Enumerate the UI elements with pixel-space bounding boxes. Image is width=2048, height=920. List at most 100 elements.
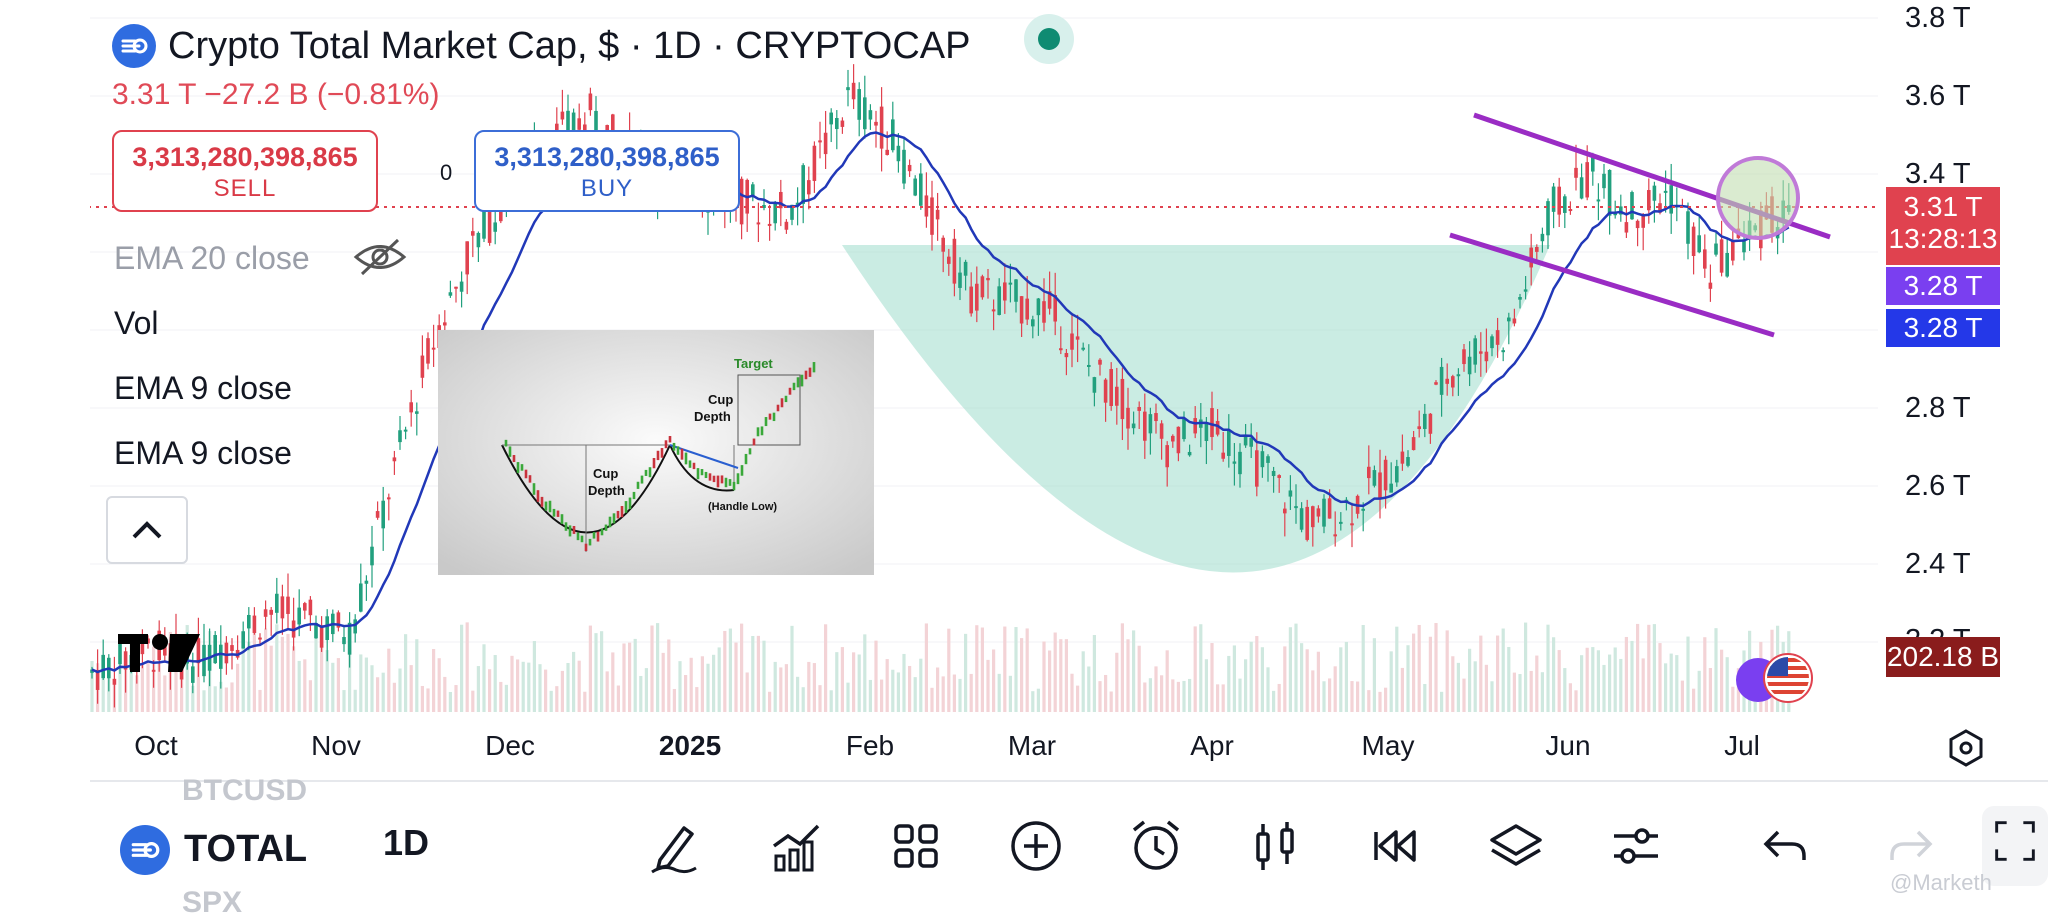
x-tick: Jul	[1724, 730, 1760, 761]
y-tick: 3.4 T	[1905, 158, 1971, 190]
candle-body	[1126, 407, 1130, 429]
candle-body	[1663, 190, 1668, 193]
candle-body	[1288, 490, 1293, 497]
cup-depth-label-a: Cup	[593, 466, 618, 481]
candle-body	[1691, 226, 1696, 256]
indicator-volume[interactable]: Vol	[114, 305, 159, 341]
candle-body	[1059, 348, 1063, 351]
volume-bar	[437, 658, 441, 712]
candle-body	[342, 637, 346, 645]
candle-body	[751, 184, 755, 197]
volume-bar	[734, 642, 738, 712]
candle-body	[1025, 298, 1029, 320]
collapse-legend-button[interactable]	[106, 496, 188, 564]
indicators-button[interactable]	[766, 816, 826, 876]
volume-bar	[135, 675, 139, 712]
volume-bar	[790, 625, 794, 712]
candle-body	[863, 97, 867, 130]
undo-button[interactable]	[1756, 816, 1816, 876]
layouts-button[interactable]	[886, 816, 946, 876]
candle-body	[1204, 422, 1209, 441]
volume-bar	[1031, 691, 1035, 712]
indicator-ema9-a[interactable]: EMA 9 close	[114, 370, 292, 406]
hidden-eye-icon[interactable]	[352, 234, 408, 280]
inset-candle	[724, 477, 728, 488]
candle-body	[1154, 413, 1158, 422]
candle-body	[1249, 437, 1253, 447]
candle-body	[1546, 201, 1550, 236]
volume-bar	[812, 663, 816, 712]
volume-bar	[913, 677, 917, 712]
volume-bar	[840, 647, 844, 712]
candle-body	[224, 642, 229, 664]
inset-candle	[760, 426, 764, 436]
volume-bar	[1596, 650, 1600, 712]
candle-body	[1008, 282, 1013, 285]
chart-type-button[interactable]	[1246, 816, 1306, 876]
inset-candle	[768, 413, 772, 420]
candle-body	[1131, 423, 1136, 429]
volume-bar	[1412, 633, 1416, 712]
chart-canvas[interactable]	[90, 0, 1878, 715]
candle-body	[1395, 466, 1399, 483]
candle-body	[258, 637, 262, 640]
replay-button[interactable]	[1366, 816, 1426, 876]
volume-bar	[588, 625, 592, 712]
add-button[interactable]	[1006, 816, 1066, 876]
symbol-selector[interactable]: TOTAL	[184, 828, 308, 870]
symbol-logo-icon[interactable]	[120, 825, 170, 875]
chart-settings-icon[interactable]	[1946, 728, 1986, 768]
last-price-tag: 3.31 T 13:28:13	[1886, 187, 2000, 265]
volume-bar	[1109, 691, 1113, 712]
volume-bar	[1104, 674, 1108, 712]
fullscreen-button[interactable]	[1982, 806, 2048, 886]
buy-button[interactable]: 3,313,280,398,865 BUY	[474, 130, 740, 212]
toolbar-divider	[90, 780, 2048, 782]
candle-body	[1333, 534, 1337, 537]
volume-bar	[902, 653, 906, 712]
drawing-tools-button[interactable]	[646, 816, 706, 876]
candle-body	[308, 599, 313, 616]
x-tick: Apr	[1190, 730, 1234, 761]
chart-title: Crypto Total Market Cap, $ · 1D · CRYPTO…	[168, 24, 971, 67]
volume-bar	[1451, 656, 1455, 712]
candle-body	[1014, 279, 1018, 302]
volume-bar	[1188, 678, 1192, 712]
inset-candle	[552, 508, 556, 517]
candle-body	[420, 355, 425, 378]
volume-bar	[241, 639, 245, 712]
sell-button[interactable]: 3,313,280,398,865 SELL	[112, 130, 378, 212]
volume-bar	[852, 652, 856, 712]
indicator-ema9-b[interactable]: EMA 9 close	[114, 435, 292, 471]
timeframe-selector[interactable]: 1D	[383, 822, 430, 863]
candle-body	[1579, 177, 1584, 199]
indicator-ema20[interactable]: EMA 20 close	[114, 240, 310, 276]
price-chart[interactable]	[90, 0, 1878, 715]
volume-bar	[90, 660, 94, 712]
x-tick: 2025	[658, 730, 722, 761]
volume-bar	[824, 624, 828, 712]
object-tree-button[interactable]	[1486, 816, 1546, 876]
candle-body	[930, 197, 934, 235]
redo-button[interactable]	[1880, 816, 1940, 876]
candle-body	[1255, 450, 1259, 487]
volume-bar	[986, 659, 990, 712]
events-flag-icon[interactable]	[1734, 650, 1814, 710]
x-tick: Feb	[845, 730, 895, 761]
candle-body	[1243, 435, 1248, 446]
inset-candle	[512, 455, 516, 462]
inset-candle	[612, 513, 616, 524]
inset-candle	[524, 469, 528, 479]
inset-candle	[692, 462, 696, 470]
settings-button[interactable]	[1606, 816, 1666, 876]
volume-bar	[1070, 673, 1074, 712]
alerts-button[interactable]	[1126, 816, 1186, 876]
volume-bar	[555, 686, 559, 712]
cup-shape-overlay	[842, 245, 1550, 573]
fullscreen-icon	[1995, 821, 2035, 861]
inset-candle	[644, 469, 648, 476]
volume-bar	[1160, 675, 1164, 712]
volume-bar	[1568, 683, 1572, 712]
cup-handle-diagram: Target Cup Depth Cup Depth (Handle Low)	[438, 330, 874, 575]
market-status-icon[interactable]	[1024, 14, 1074, 64]
